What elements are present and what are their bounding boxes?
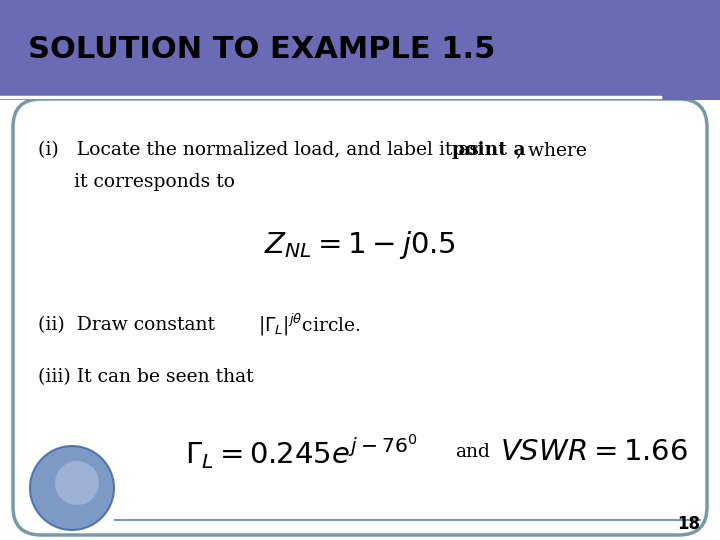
Text: (iii) It can be seen that: (iii) It can be seen that bbox=[38, 368, 253, 386]
Bar bbox=[0, 0, 720, 100]
Text: SOLUTION TO EXAMPLE 1.5: SOLUTION TO EXAMPLE 1.5 bbox=[28, 36, 495, 64]
Circle shape bbox=[30, 446, 114, 530]
Text: and: and bbox=[455, 443, 490, 461]
Text: (ii)  Draw constant: (ii) Draw constant bbox=[38, 316, 215, 334]
Text: $\Gamma_L = 0.245e^{j-76^0}$: $\Gamma_L = 0.245e^{j-76^0}$ bbox=[185, 433, 418, 471]
Text: 18: 18 bbox=[677, 515, 700, 533]
Text: , where: , where bbox=[516, 141, 587, 159]
Text: (i)   Locate the normalized load, and label it as: (i) Locate the normalized load, and labe… bbox=[38, 141, 485, 159]
FancyBboxPatch shape bbox=[13, 99, 707, 535]
Circle shape bbox=[55, 461, 99, 505]
Text: $|\Gamma_L|^{j\theta}$circle.: $|\Gamma_L|^{j\theta}$circle. bbox=[258, 312, 361, 338]
Text: $Z_{NL} =1- j0.5$: $Z_{NL} =1- j0.5$ bbox=[264, 229, 456, 261]
Text: $VSWR = 1.66$: $VSWR = 1.66$ bbox=[500, 438, 688, 466]
Text: point a: point a bbox=[452, 141, 526, 159]
Text: it corresponds to: it corresponds to bbox=[38, 173, 235, 191]
